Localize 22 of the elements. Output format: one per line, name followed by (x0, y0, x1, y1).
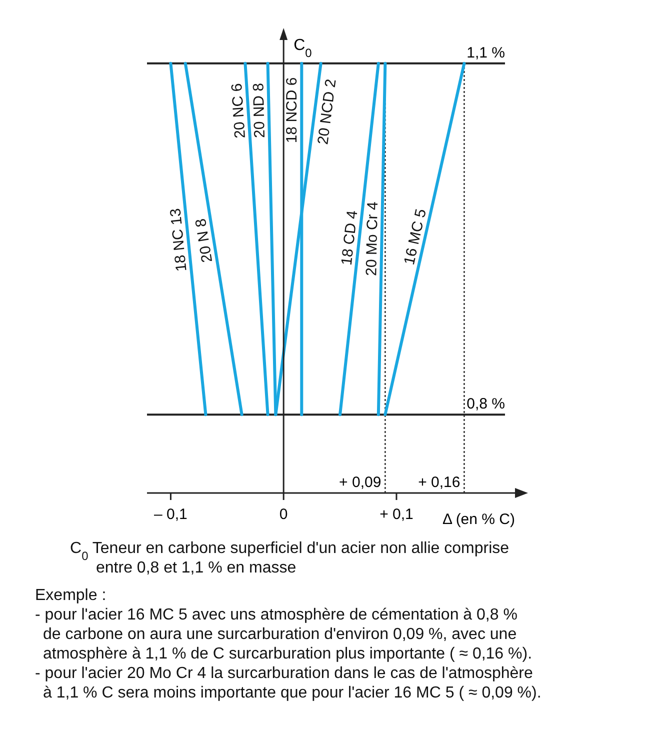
text: 20 Mo Cr 4 (363, 202, 382, 276)
text: - pour l'acier 16 MC 5 avec uns atmosphère de cémentation à 0,8 % de carbone on aura une surcarburation d'environ 0,09 %, avec une atmosphère à 1,1 % de C surcarburation plus importante ( ≈ 0,16 %). (35, 606, 532, 662)
text: 18 CD 4 (338, 210, 362, 266)
text: 18 NCD 6 (284, 77, 301, 144)
text: 18 NC 13 (167, 208, 190, 272)
ref-line-label: 1,1 % (466, 44, 505, 62)
text: 20 ND 8 (250, 82, 268, 138)
text: 20 N 8 (192, 217, 216, 264)
text: 16 MC 5 (400, 207, 430, 266)
x-axis-title: Δ (en % C) (442, 511, 515, 528)
x-tick-label: 0 (279, 506, 288, 523)
x-tick-label: – 0,1 (154, 506, 188, 523)
text: 20 NCD 2 (314, 78, 340, 146)
x-tick-label: + 0,1 (380, 506, 414, 523)
ref-line-label: + 0,09 (339, 474, 382, 491)
text: 20 NC 6 (228, 82, 249, 139)
text: Exemple : (35, 587, 106, 604)
ref-line-label: + 0,16 (418, 474, 460, 491)
text: - pour l'acier 20 Mo Cr 4 la surcarburation dans le cas de l'atmosphère à 1,1 % C sera moins importante que pour l'acier 16 MC 5 ( ≈ 0,09 %). (35, 665, 542, 702)
ref-line-label: 0,8 % (466, 396, 505, 413)
text: C$_{0}$ Teneur en carbone superficiel d'un acier non allie comprise entre 0,8 et 1,1 % en masse (70, 540, 510, 576)
y-axis-title: C$_{0}$ (294, 37, 312, 60)
